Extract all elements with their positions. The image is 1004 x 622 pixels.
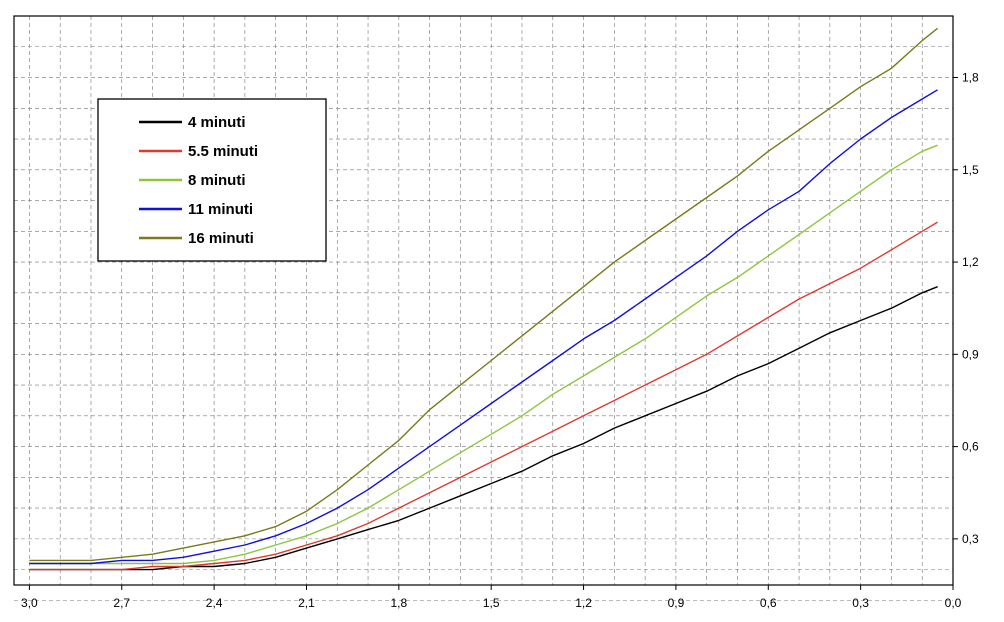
y-axis: 0,3 0,6 0,9 1,2 1,5 1,8	[953, 71, 979, 546]
x-tick-label: 0,3	[852, 596, 869, 610]
plot-frame	[13, 15, 954, 586]
x-axis: 3,0 2,7 2,4 2,1 1,8 1,5 1,2 0,9 0,6 0,3 0,0	[21, 585, 962, 610]
y-tick-label: 1,2	[962, 255, 979, 269]
y-tick-label: 0,6	[962, 440, 979, 454]
x-tick-label: 1,2	[575, 596, 592, 610]
legend-label-5-5-minuti: 5.5 minuti	[188, 143, 258, 160]
legend-label-4-minuti: 4 minuti	[188, 114, 246, 131]
x-tick-label: 3,0	[21, 596, 38, 610]
x-tick-label: 0,9	[668, 596, 685, 610]
x-tick-label: 1,5	[483, 596, 500, 610]
x-tick-label: 2,1	[298, 596, 315, 610]
y-tick-label: 0,9	[962, 347, 979, 361]
legend-box	[97, 98, 327, 262]
legend-label-11-minuti: 11 minuti	[188, 201, 253, 218]
x-tick-label: 0,0	[945, 596, 962, 610]
x-tick-label: 2,4	[206, 596, 223, 610]
series-line-11-minuti	[29, 89, 938, 565]
series-line-5-5-minuti	[29, 221, 938, 571]
series-line-8-minuti	[29, 144, 938, 565]
y-tick-label: 0,3	[962, 532, 979, 546]
y-tick-label: 1,8	[962, 71, 979, 85]
y-tick-label: 1,5	[962, 163, 979, 177]
series-layer	[29, 27, 939, 571]
x-tick-label: 0,6	[760, 596, 777, 610]
legend-label-16-minuti: 16 minuti	[188, 230, 254, 247]
x-tick-label: 2,7	[113, 596, 130, 610]
legend-label-8-minuti: 8 minuti	[188, 172, 246, 189]
legend: 4 minuti 5.5 minuti 8 minuti 11 minuti 1…	[97, 98, 327, 262]
series-line-16-minuti	[29, 27, 939, 562]
x-tick-label: 1,8	[390, 596, 407, 610]
